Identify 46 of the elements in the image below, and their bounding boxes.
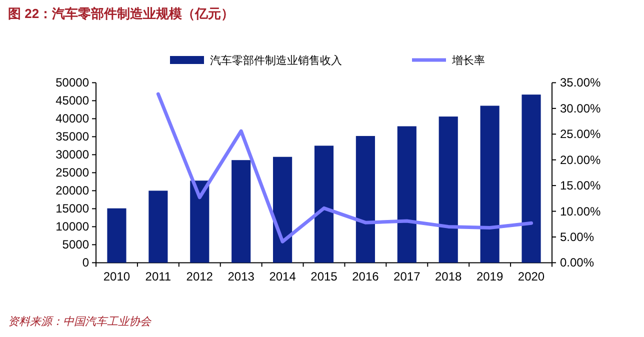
y2-tick-label: 35.00% [560, 76, 602, 90]
bar [314, 146, 334, 263]
y2-tick-label: 5.00% [560, 230, 594, 244]
x-tick-label: 2016 [352, 270, 380, 284]
y-tick-label: 25000 [56, 166, 90, 180]
bar [522, 94, 541, 263]
y2-tick-label: 10.00% [560, 204, 602, 218]
bar [273, 156, 292, 263]
x-tick-label: 2019 [476, 270, 504, 284]
text: 资料来源：中国汽车工业协会 [8, 315, 152, 328]
bar [438, 116, 458, 263]
bar [232, 160, 251, 263]
y2-tick-label: 15.00% [560, 178, 602, 193]
y-tick-label: 40000 [56, 112, 90, 126]
x-tick-label: 2013 [228, 270, 255, 284]
line-series [156, 92, 534, 244]
bar [190, 180, 210, 263]
bar [107, 208, 126, 263]
y-tick-label: 20000 [56, 184, 90, 198]
x-tick-label: 2015 [310, 270, 338, 284]
y2-tick-label: 25.00% [560, 127, 602, 142]
x-tick-label: 2011 [145, 270, 172, 284]
legend-label: 增长率 [451, 54, 485, 67]
x-tick-label: 2017 [394, 270, 421, 284]
y-tick-label: 35000 [56, 130, 90, 144]
y-tick-label: 50000 [56, 76, 90, 90]
x-tick-label: 2010 [103, 270, 130, 284]
x-tick-label: 2020 [518, 270, 545, 284]
y2-tick-label: 0.00% [560, 256, 594, 270]
x-tick-label: 2018 [435, 270, 462, 284]
bar [356, 136, 375, 263]
y-tick-label: 15000 [56, 202, 90, 216]
y-tick-label: 0 [82, 256, 90, 270]
y-tick-label: 45000 [56, 94, 90, 108]
x-tick-label: 2012 [186, 270, 214, 284]
legend-label: 汽车零部件制造业销售收入 [210, 54, 342, 67]
x-tick-label: 2014 [269, 270, 296, 284]
y-tick-label: 5000 [62, 238, 90, 252]
y-tick-label: 10000 [56, 220, 90, 234]
y2-tick-label: 30.00% [560, 101, 602, 116]
bar [397, 126, 416, 263]
y-tick-label: 30000 [56, 148, 90, 162]
bar [480, 106, 500, 263]
y2-tick-label: 20.00% [560, 152, 602, 167]
bar [148, 190, 168, 263]
chart-title: 图 22：汽车零部件制造业规模（亿元） [8, 6, 234, 21]
